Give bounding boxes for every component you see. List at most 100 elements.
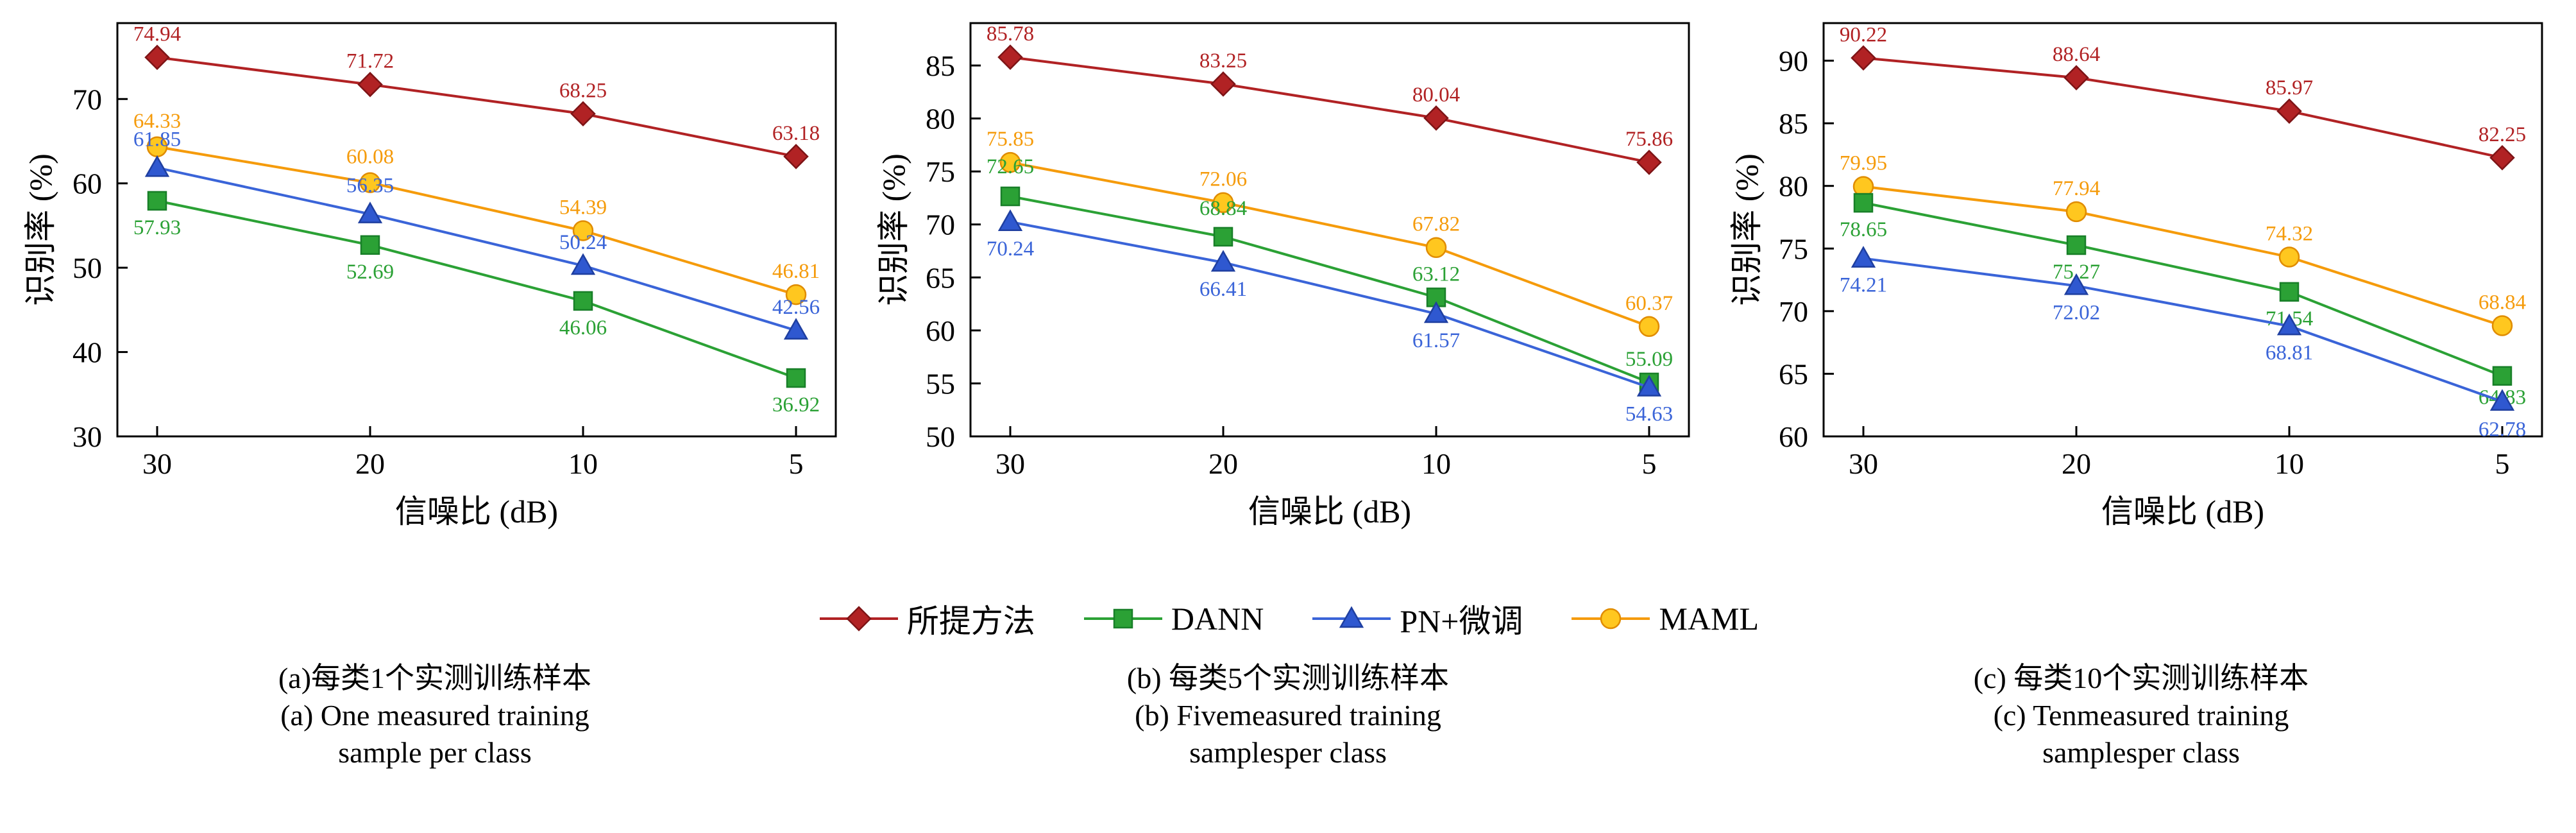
chart-a-canvas: 30 40 50 60 70 30 20 10 5 信噪比 (dB) 识别率 (%) 74.94 71.… bbox=[22, 22, 837, 529]
svg-text:70: 70 bbox=[72, 83, 102, 116]
svg-text:信噪比 (dB): 信噪比 (dB) bbox=[1248, 494, 1411, 529]
chart-b: 50 55 60 65 70 75 80 85 30 20 10 5 信噪比 (dB) 识别率 (%) 85… bbox=[871, 5, 1705, 570]
svg-text:68.81: 68.81 bbox=[2266, 341, 2313, 365]
svg-text:78.65: 78.65 bbox=[1840, 218, 1887, 241]
svg-text:71.72: 71.72 bbox=[346, 50, 394, 73]
svg-text:70.24: 70.24 bbox=[987, 237, 1034, 261]
caption-c: (c) 每类10个实测训练样本 (c) Tenmeasured training… bbox=[1724, 660, 2558, 771]
triangle-marker-icon bbox=[1312, 606, 1391, 628]
svg-text:77.94: 77.94 bbox=[2053, 177, 2100, 200]
diamond-marker-icon bbox=[819, 606, 898, 631]
svg-text:5: 5 bbox=[1642, 447, 1657, 480]
legend-item-maml: MAML bbox=[1569, 600, 1759, 637]
svg-text:90: 90 bbox=[1779, 45, 1808, 78]
series-MAML: 64.33 60.08 54.39 46.81 bbox=[133, 110, 820, 305]
svg-text:10: 10 bbox=[2275, 447, 2304, 480]
caption-c-en1: (c) Tenmeasured training bbox=[1993, 699, 2289, 732]
svg-text:61.57: 61.57 bbox=[1412, 329, 1460, 352]
svg-text:5: 5 bbox=[789, 447, 804, 480]
svg-text:30: 30 bbox=[72, 420, 102, 453]
caption-b: (b) 每类5个实测训练样本 (b) Fivemeasured training… bbox=[871, 660, 1705, 771]
svg-text:72.02: 72.02 bbox=[2053, 301, 2100, 324]
svg-text:88.64: 88.64 bbox=[2053, 43, 2100, 66]
legend-label-proposed: 所提方法 bbox=[906, 603, 1035, 639]
svg-text:82.25: 82.25 bbox=[2479, 123, 2526, 146]
svg-text:75: 75 bbox=[926, 155, 955, 188]
svg-text:10: 10 bbox=[568, 447, 598, 480]
series-所提方法: 90.22 88.64 85.97 82.25 bbox=[1840, 23, 2526, 171]
svg-text:30: 30 bbox=[142, 447, 172, 480]
svg-text:85.97: 85.97 bbox=[2266, 76, 2313, 99]
chart-c: 60 65 70 75 80 85 90 30 20 10 5 信噪比 (dB) 识别率 (%) 90.2… bbox=[1724, 5, 2558, 570]
series-DANN: 57.93 52.69 46.06 36.92 bbox=[133, 191, 820, 416]
svg-text:68.25: 68.25 bbox=[559, 79, 607, 102]
legend-label-maml: MAML bbox=[1659, 601, 1759, 637]
svg-text:85: 85 bbox=[926, 49, 955, 82]
chart-b-canvas: 50 55 60 65 70 75 80 85 30 20 10 5 信噪比 (dB) 识别率 (%) 85… bbox=[876, 22, 1690, 529]
series-PN+微调: 70.24 66.41 61.57 54.63 bbox=[987, 209, 1673, 426]
svg-text:80: 80 bbox=[926, 103, 955, 135]
svg-text:85: 85 bbox=[1779, 107, 1808, 140]
svg-text:信噪比 (dB): 信噪比 (dB) bbox=[395, 494, 558, 529]
caption-a-en2: sample per class bbox=[338, 736, 532, 769]
caption-c-zh: (c) 每类10个实测训练样本 bbox=[1973, 662, 2309, 694]
svg-text:10: 10 bbox=[1421, 447, 1451, 480]
legend-item-proposed: 所提方法 bbox=[817, 596, 1035, 642]
series-PN+微调: 74.21 72.02 68.81 62.78 bbox=[1840, 246, 2526, 442]
series-DANN: 72.65 68.84 63.12 55.09 bbox=[987, 155, 1673, 393]
series-MAML: 79.95 77.94 74.32 68.84 bbox=[1840, 152, 2526, 336]
caption-b-en1: (b) Fivemeasured training bbox=[1135, 699, 1441, 732]
svg-text:识别率 (%): 识别率 (%) bbox=[22, 153, 58, 305]
svg-text:80: 80 bbox=[1779, 170, 1808, 203]
svg-text:50: 50 bbox=[926, 420, 955, 453]
svg-text:40: 40 bbox=[72, 336, 102, 369]
svg-text:90.22: 90.22 bbox=[1840, 23, 1887, 46]
svg-text:46.06: 46.06 bbox=[559, 316, 607, 339]
svg-text:55: 55 bbox=[926, 367, 955, 400]
svg-text:42.56: 42.56 bbox=[772, 296, 820, 319]
legend-label-pn: PN+微调 bbox=[1400, 603, 1523, 639]
svg-text:75.86: 75.86 bbox=[1625, 128, 1673, 151]
legend-item-pn: PN+微调 bbox=[1310, 596, 1523, 642]
series-所提方法: 85.78 83.25 80.04 75.86 bbox=[987, 22, 1673, 175]
svg-text:信噪比 (dB): 信噪比 (dB) bbox=[2101, 494, 2264, 529]
series-PN+微调: 61.85 56.35 50.24 42.56 bbox=[133, 128, 820, 340]
svg-text:60: 60 bbox=[1779, 420, 1808, 453]
svg-text:57.93: 57.93 bbox=[133, 216, 181, 239]
svg-text:74.21: 74.21 bbox=[1840, 274, 1887, 297]
svg-text:70: 70 bbox=[926, 209, 955, 241]
svg-text:66.41: 66.41 bbox=[1199, 278, 1247, 301]
svg-text:54.63: 54.63 bbox=[1625, 403, 1673, 426]
svg-text:68.84: 68.84 bbox=[2479, 291, 2526, 314]
svg-text:83.25: 83.25 bbox=[1199, 49, 1247, 73]
svg-text:63.18: 63.18 bbox=[772, 122, 820, 145]
series-MAML: 75.85 72.06 67.82 60.37 bbox=[987, 128, 1673, 338]
svg-text:67.82: 67.82 bbox=[1412, 213, 1460, 236]
charts-row: 30 40 50 60 70 30 20 10 5 信噪比 (dB) 识别率 (%) 74.94 71.… bbox=[0, 5, 2576, 570]
svg-text:56.35: 56.35 bbox=[346, 175, 394, 198]
svg-text:55.09: 55.09 bbox=[1625, 348, 1673, 371]
svg-text:74.94: 74.94 bbox=[133, 22, 181, 46]
svg-text:65: 65 bbox=[926, 261, 955, 294]
svg-text:50.24: 50.24 bbox=[559, 231, 607, 254]
circle-marker-icon bbox=[1572, 608, 1650, 630]
caption-c-en2: samplesper class bbox=[2042, 736, 2240, 769]
svg-text:30: 30 bbox=[996, 447, 1025, 480]
svg-text:识别率 (%): 识别率 (%) bbox=[1729, 153, 1765, 305]
svg-text:20: 20 bbox=[1208, 447, 1238, 480]
svg-text:68.84: 68.84 bbox=[1199, 197, 1247, 220]
svg-text:74.32: 74.32 bbox=[2266, 223, 2313, 246]
axes: 60 65 70 75 80 85 90 30 20 10 5 信噪比 (dB) 识别率 (%) bbox=[1729, 22, 2543, 529]
caption-b-en2: samplesper class bbox=[1189, 736, 1387, 769]
svg-text:54.39: 54.39 bbox=[559, 196, 607, 219]
caption-a-en1: (a) One measured training bbox=[280, 699, 589, 732]
svg-text:79.95: 79.95 bbox=[1840, 152, 1887, 175]
legend-label-dann: DANN bbox=[1171, 601, 1264, 637]
chart-c-canvas: 60 65 70 75 80 85 90 30 20 10 5 信噪比 (dB) 识别率 (%) 90.2… bbox=[1729, 22, 2543, 529]
svg-text:64.33: 64.33 bbox=[133, 110, 181, 133]
svg-text:60: 60 bbox=[72, 167, 102, 200]
svg-text:72.65: 72.65 bbox=[987, 155, 1034, 178]
svg-text:20: 20 bbox=[2062, 447, 2091, 480]
